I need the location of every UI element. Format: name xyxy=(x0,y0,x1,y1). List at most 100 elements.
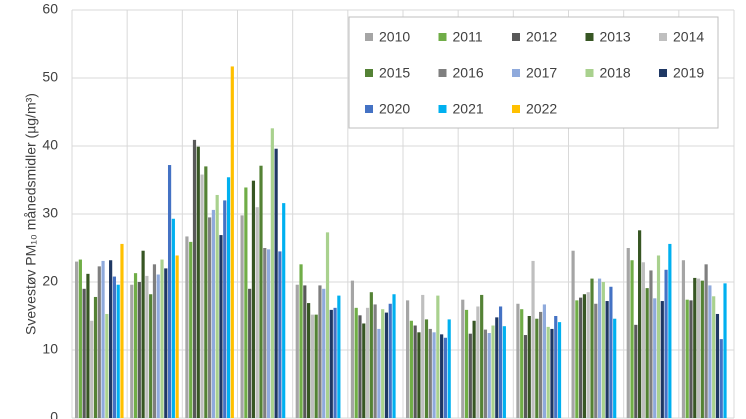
bar xyxy=(579,297,583,418)
bar xyxy=(700,280,704,418)
bar xyxy=(295,284,299,418)
bar xyxy=(554,316,558,418)
bar xyxy=(130,284,134,418)
legend-label: 2014 xyxy=(673,29,704,45)
legend-label: 2021 xyxy=(453,101,484,117)
bar xyxy=(476,306,480,418)
bar xyxy=(105,313,109,418)
bar xyxy=(664,269,668,418)
bar xyxy=(278,251,282,418)
bar xyxy=(200,174,204,418)
bar xyxy=(358,315,362,418)
bar xyxy=(120,243,124,418)
y-tick-label: 50 xyxy=(42,69,58,85)
bar xyxy=(141,250,145,418)
legend-swatch xyxy=(659,69,667,77)
bar xyxy=(626,248,630,418)
bar xyxy=(86,273,90,418)
bar xyxy=(145,275,149,418)
bar xyxy=(90,320,94,418)
bar xyxy=(133,273,138,418)
y-tick-label: 0 xyxy=(50,409,58,419)
bar xyxy=(164,268,168,418)
y-tick-label: 30 xyxy=(42,205,58,221)
bar xyxy=(487,333,491,418)
bar xyxy=(369,292,373,418)
legend-label: 2018 xyxy=(600,65,631,81)
bar xyxy=(240,215,244,418)
bar xyxy=(715,313,720,418)
legend-swatch xyxy=(585,69,594,77)
bar xyxy=(381,309,385,418)
bar xyxy=(638,230,642,418)
bar xyxy=(550,328,554,418)
y-tick-label: 60 xyxy=(42,1,58,17)
bar xyxy=(531,260,535,418)
bar xyxy=(708,285,712,418)
bar xyxy=(539,311,543,418)
bar xyxy=(696,278,701,418)
bar xyxy=(333,307,337,418)
y-tick-label: 40 xyxy=(42,137,58,153)
bar xyxy=(97,266,101,418)
bar xyxy=(377,328,381,418)
legend-swatch xyxy=(365,105,373,113)
legend-swatch xyxy=(365,33,373,41)
bar xyxy=(649,270,653,418)
bar xyxy=(571,250,575,418)
legend-label: 2017 xyxy=(526,65,557,81)
bar xyxy=(590,278,594,418)
bar xyxy=(160,259,164,418)
bar xyxy=(502,326,506,418)
bar xyxy=(223,200,227,418)
legend-label: 2013 xyxy=(600,29,631,45)
bar xyxy=(480,294,484,418)
bar xyxy=(653,298,657,418)
bar xyxy=(704,264,708,418)
bar xyxy=(266,249,271,418)
bar xyxy=(299,264,303,418)
bar xyxy=(211,209,215,418)
bar xyxy=(656,255,661,418)
bar xyxy=(428,328,432,418)
bar xyxy=(516,303,520,418)
bar xyxy=(189,241,193,418)
bar xyxy=(310,314,314,418)
bar xyxy=(464,309,469,418)
bar xyxy=(605,301,609,418)
bar xyxy=(167,165,172,418)
bar xyxy=(373,304,377,418)
bar xyxy=(432,332,436,418)
bar xyxy=(498,306,503,418)
bar xyxy=(196,146,200,418)
bar xyxy=(75,261,79,418)
bar xyxy=(82,288,86,418)
bar xyxy=(723,283,727,418)
bar xyxy=(219,235,223,418)
bar xyxy=(259,165,263,418)
legend-label: 2012 xyxy=(526,29,557,45)
bar xyxy=(542,304,546,418)
bar xyxy=(93,296,98,418)
legend-swatch xyxy=(659,33,667,41)
y-tick-label: 10 xyxy=(42,341,58,357)
bar xyxy=(520,309,524,418)
bar xyxy=(447,319,451,418)
bar xyxy=(594,303,598,418)
bar xyxy=(109,260,113,418)
legend-swatch xyxy=(512,33,520,41)
bar xyxy=(350,280,355,418)
bar xyxy=(597,278,602,418)
legend-label: 2016 xyxy=(453,65,484,81)
bar xyxy=(668,243,672,418)
bar xyxy=(384,312,389,418)
bar xyxy=(641,262,645,418)
bar xyxy=(436,295,440,418)
legend-swatch xyxy=(438,69,447,77)
bar xyxy=(660,301,664,418)
bar xyxy=(645,288,649,418)
bar xyxy=(116,284,120,418)
bar xyxy=(137,282,141,418)
bar xyxy=(318,285,322,418)
